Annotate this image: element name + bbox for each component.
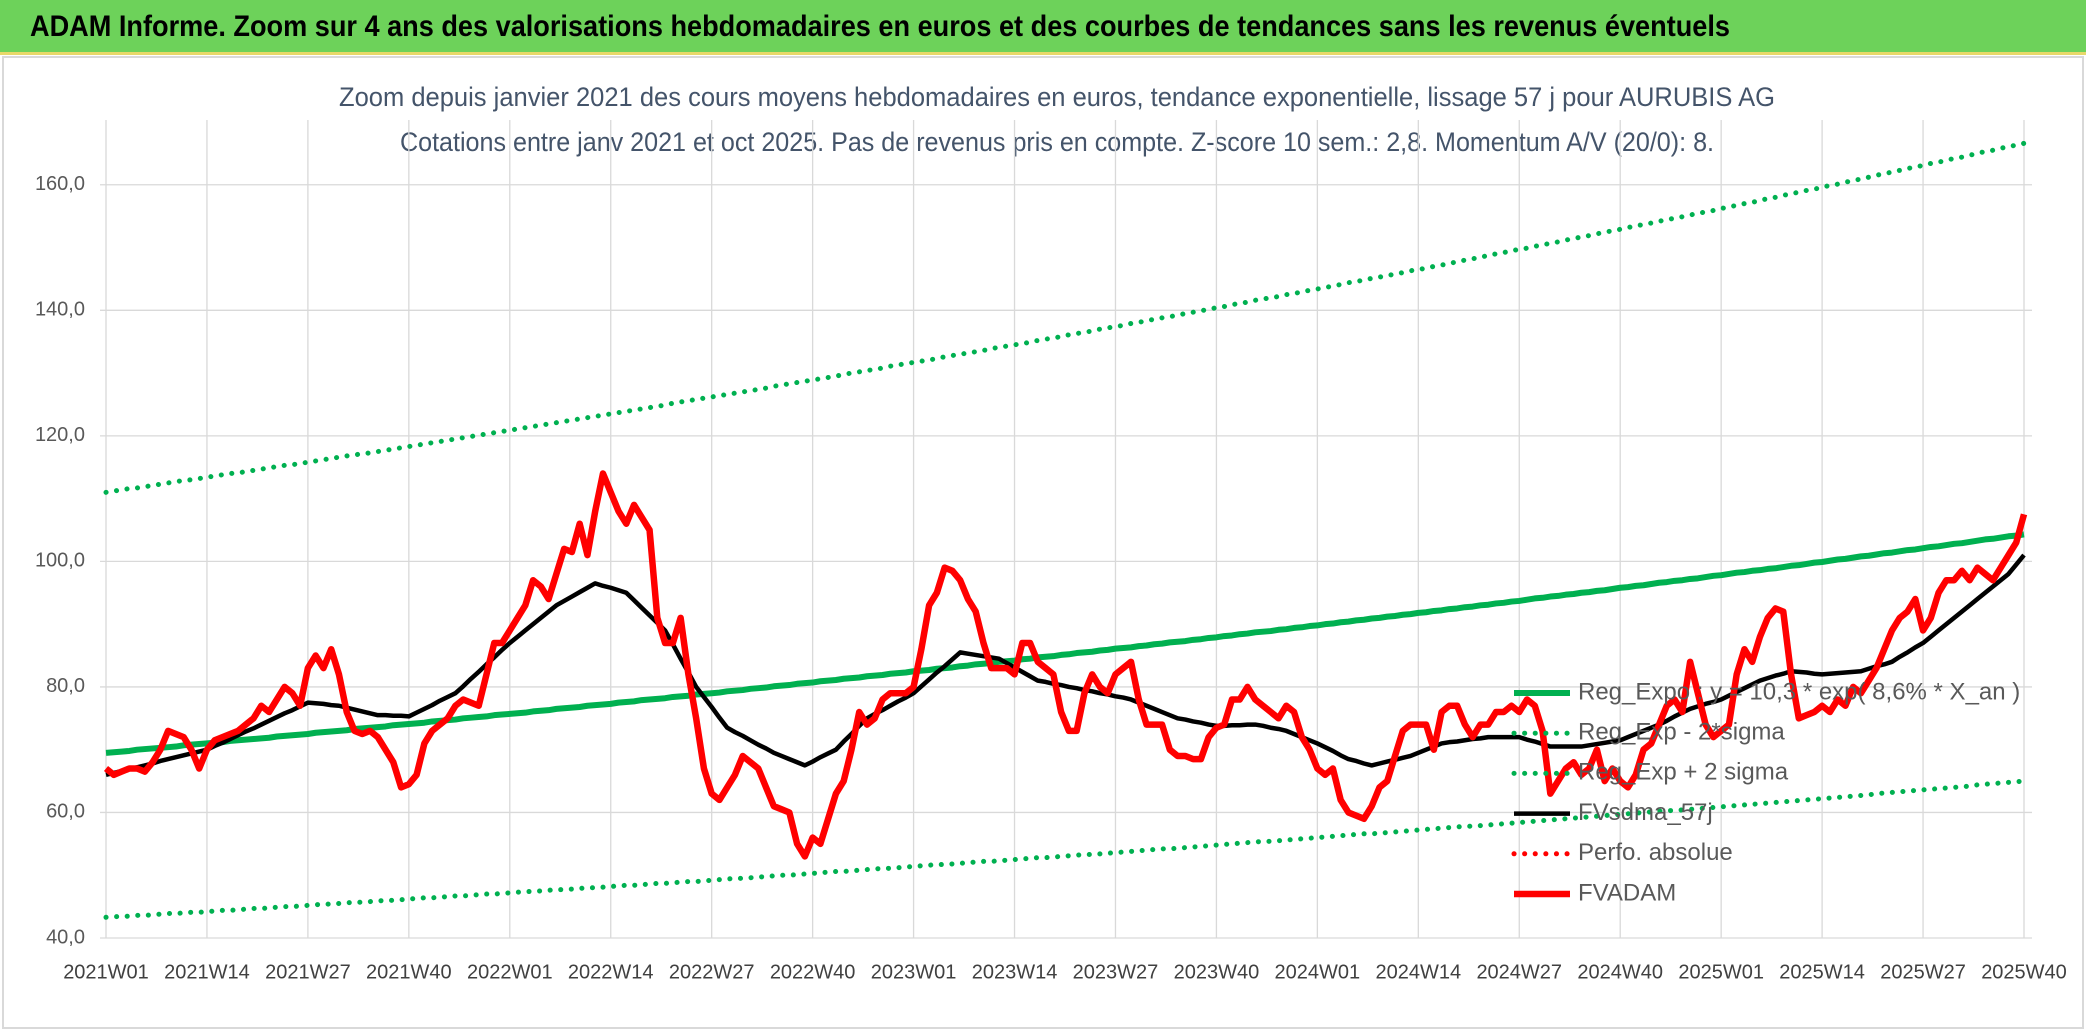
- legend-label: FVsdma_57j: [1578, 799, 1713, 826]
- x-tick-label: 2024W27: [1476, 961, 1562, 983]
- legend-label: Reg_Exp - 2*sigma: [1578, 719, 1785, 746]
- y-tick-label: 160,0: [35, 173, 85, 195]
- x-tick-label: 2022W14: [568, 961, 654, 983]
- chart: Zoom depuis janvier 2021 des cours moyen…: [35, 82, 2067, 983]
- x-tick-label: 2021W40: [366, 961, 452, 983]
- legend-label: Perfo. absolue: [1578, 839, 1733, 866]
- legend-label: Reg_Exp + 2 sigma: [1578, 759, 1789, 786]
- header-bar: [0, 0, 2086, 52]
- x-tick-label: 2025W27: [1880, 961, 1966, 983]
- chart-title: Zoom depuis janvier 2021 des cours moyen…: [339, 82, 1775, 112]
- x-tick-label: 2023W27: [1073, 961, 1159, 983]
- x-tick-label: 2023W40: [1174, 961, 1260, 983]
- y-tick-label: 40,0: [46, 926, 85, 948]
- chart-subtitle: Cotations entre janv 2021 et oct 2025. P…: [400, 127, 1714, 157]
- y-tick-label: 140,0: [35, 299, 85, 321]
- y-tick-label: 120,0: [35, 424, 85, 446]
- header-title: ADAM Informe. Zoom sur 4 ans des valoris…: [30, 10, 1730, 43]
- y-tick-label: 80,0: [46, 675, 85, 697]
- x-tick-label: 2024W01: [1275, 961, 1361, 983]
- series-line: [103, 470, 2028, 860]
- x-tick-label: 2023W01: [871, 961, 957, 983]
- series-line: [103, 778, 2027, 920]
- x-tick-label: 2021W01: [63, 961, 149, 983]
- x-tick-label: 2021W14: [164, 961, 250, 983]
- series-line: [105, 531, 2025, 756]
- x-tick-label: 2025W01: [1678, 961, 1764, 983]
- y-tick-label: 60,0: [46, 801, 85, 823]
- x-tick-label: 2024W14: [1376, 961, 1462, 983]
- x-tick-label: 2021W27: [265, 961, 351, 983]
- chart-frame: [2, 56, 2084, 1029]
- legend-label: FVADAM: [1578, 879, 1676, 906]
- x-tick-label: 2025W40: [1981, 961, 2067, 983]
- x-tick-label: 2025W14: [1779, 961, 1865, 983]
- series-line: [105, 553, 2026, 777]
- x-tick-label: 2022W40: [770, 961, 856, 983]
- header-rule: [0, 52, 2086, 55]
- x-tick-label: 2023W14: [972, 961, 1058, 983]
- legend-label: Reg_Expo : y = 10,3 * exp( 8,6% * X_an ): [1578, 678, 2020, 705]
- x-tick-label: 2022W01: [467, 961, 553, 983]
- x-tick-label: 2024W40: [1577, 961, 1663, 983]
- y-tick-label: 100,0: [35, 550, 85, 572]
- series-line: [103, 140, 2027, 495]
- x-tick-label: 2022W27: [669, 961, 755, 983]
